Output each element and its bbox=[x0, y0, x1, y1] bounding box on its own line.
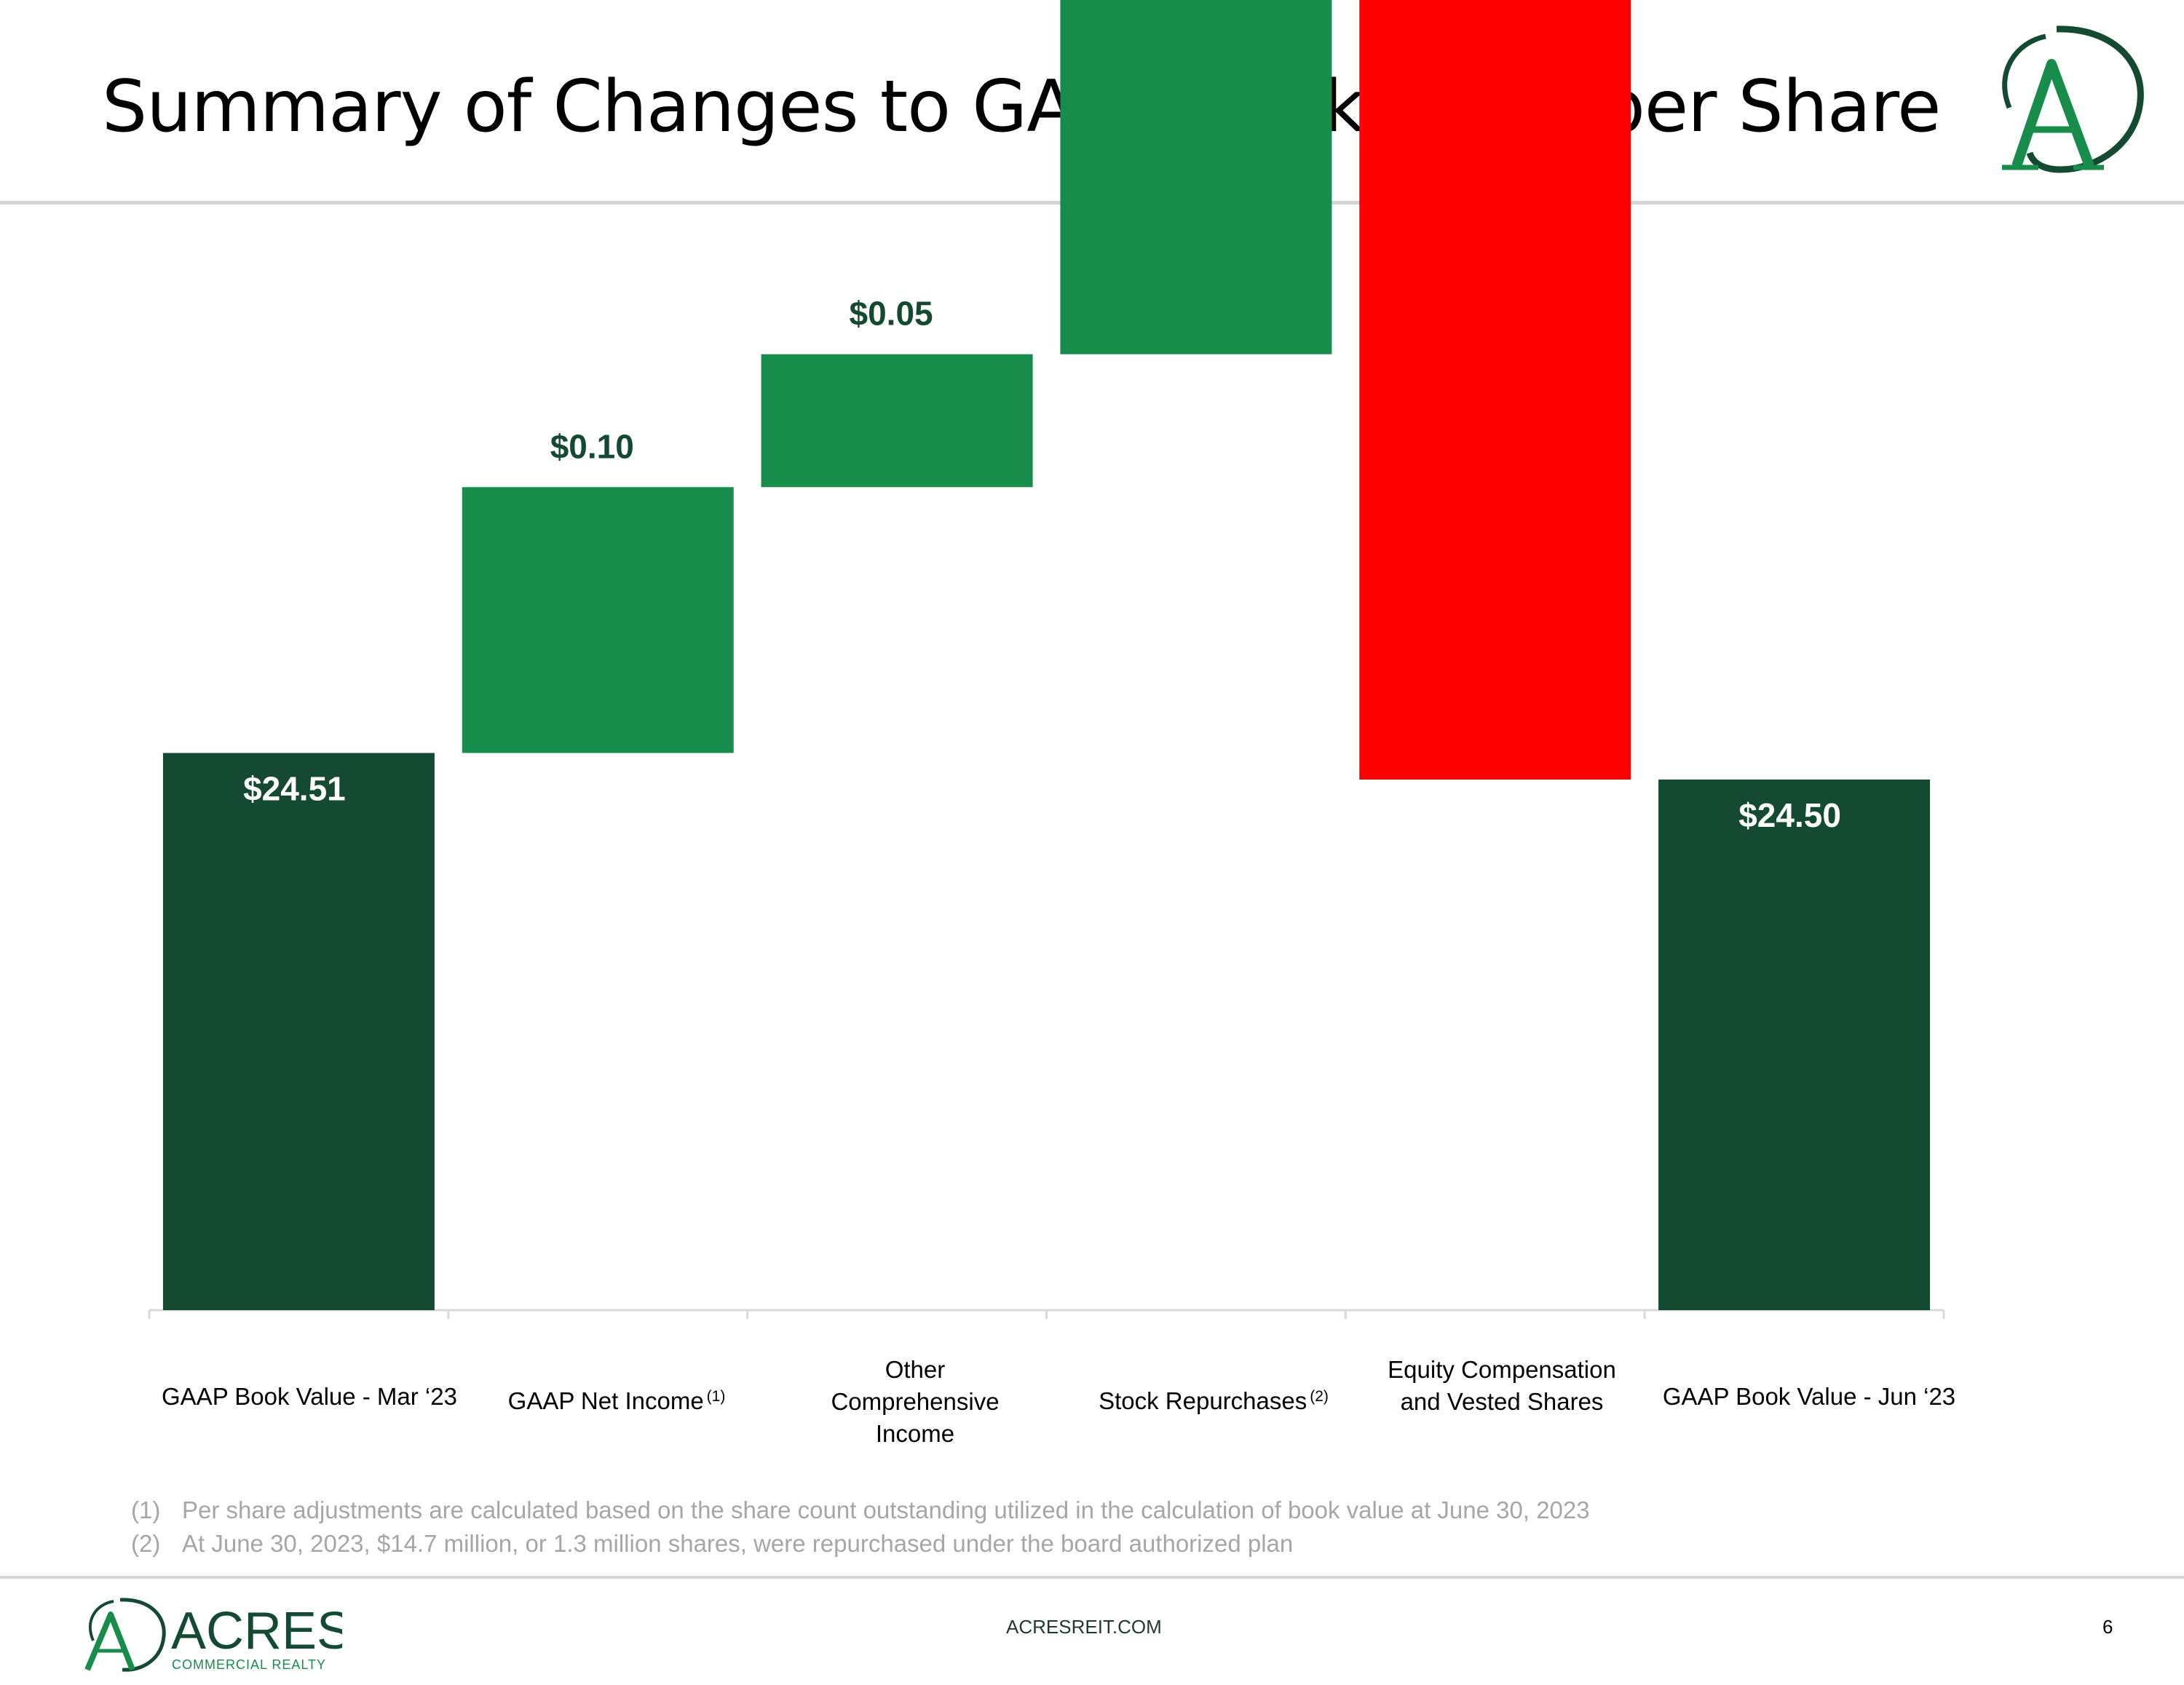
category-label-net-income: GAAP Net Income (1) bbox=[507, 1387, 726, 1414]
acres-footer-subline: COMMERCIAL REALTY bbox=[172, 1657, 326, 1672]
category-label-jun: GAAP Book Value - Jun ‘23 bbox=[1662, 1383, 1956, 1410]
data-label-2: $0.10 bbox=[550, 427, 634, 465]
data-label-3: $0.05 bbox=[850, 295, 933, 333]
bar-2 bbox=[462, 487, 734, 753]
acres-footer-logo: ACRES COMMERCIAL REALTY bbox=[84, 1598, 342, 1672]
data-label-1: $24.51 bbox=[243, 769, 346, 807]
bar-4 bbox=[1060, 0, 1332, 354]
waterfall-chart: $24.51$0.10$0.05$0.25$0.41$24.50 bbox=[148, 0, 1945, 1319]
footer-url-link[interactable]: ACRESREIT.COM bbox=[1006, 1616, 1162, 1638]
footnote-2: (2) At June 30, 2023, $14.7 million, or 1… bbox=[131, 1530, 1294, 1557]
bar-6 bbox=[1658, 780, 1931, 1310]
acres-footer-logo-icon bbox=[84, 1598, 166, 1672]
category-label-mar: GAAP Book Value - Mar ‘23 bbox=[162, 1383, 457, 1410]
category-label-equity-comp: Equity Compensation and Vested Shares bbox=[1388, 1356, 1616, 1415]
category-label-repurchases: Stock Repurchases (2) bbox=[1099, 1387, 1329, 1414]
category-label-oci: Other Comprehensive Income bbox=[831, 1356, 1000, 1447]
bar-5 bbox=[1359, 0, 1631, 780]
data-label-6: $24.50 bbox=[1738, 796, 1841, 834]
footer-divider bbox=[0, 1576, 2184, 1579]
footnote-1: (1) Per share adjustments are calculated … bbox=[131, 1496, 1590, 1523]
acres-logo-icon bbox=[2002, 25, 2144, 173]
bar-1 bbox=[162, 753, 435, 1310]
footnotes: (1) Per share adjustments are calculated … bbox=[131, 1494, 1590, 1561]
acres-footer-wordmark: ACRES bbox=[171, 1602, 342, 1660]
page-title: Summary of Changes to GAAP Book Value pe… bbox=[102, 66, 1941, 148]
page-number: 6 bbox=[2102, 1616, 2113, 1638]
bar-3 bbox=[761, 354, 1033, 488]
